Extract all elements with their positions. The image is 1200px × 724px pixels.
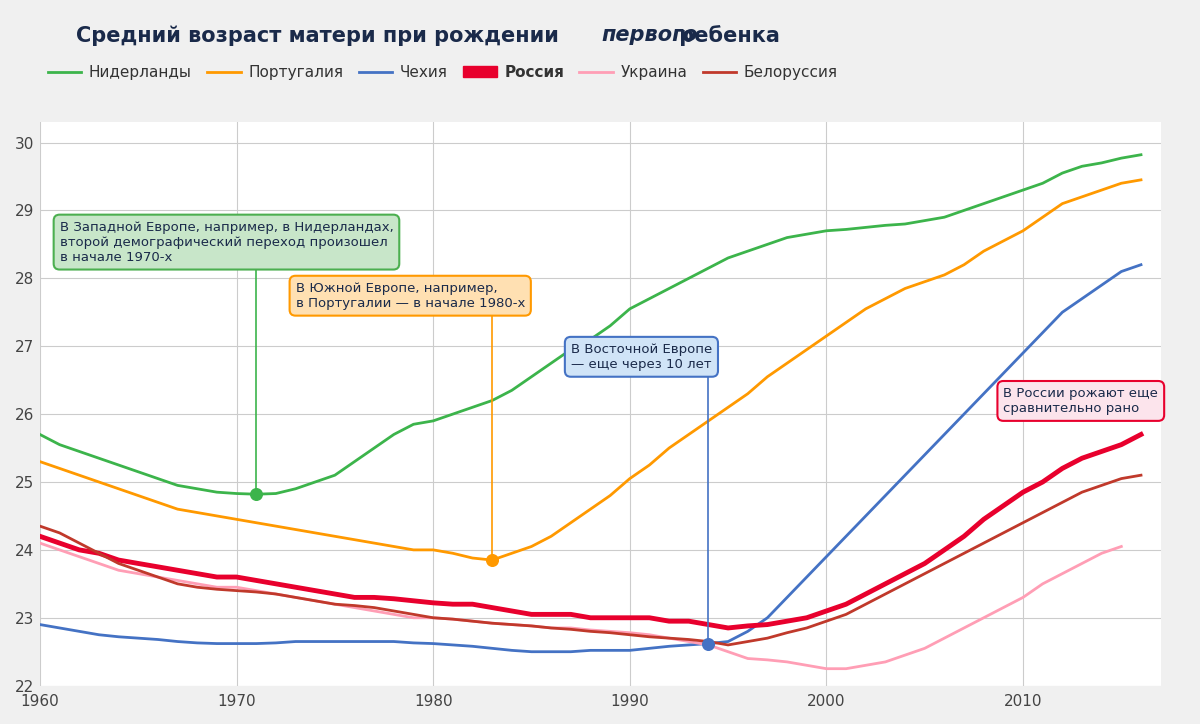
Text: В Западной Европе, например, в Нидерландах,
второй демографический переход произ: В Западной Европе, например, в Нидерланд… — [60, 221, 394, 264]
Point — [247, 488, 266, 500]
Point — [698, 638, 718, 649]
Text: В России рожают еще
сравнительно рано: В России рожают еще сравнительно рано — [1003, 387, 1158, 415]
Point — [482, 555, 502, 566]
Legend: Нидерланды, Португалия, Чехия, Россия, Украина, Белоруссия: Нидерланды, Португалия, Чехия, Россия, У… — [48, 65, 838, 80]
Text: Средний возраст матери при рождении: Средний возраст матери при рождении — [76, 25, 565, 46]
Text: В Южной Европе, например,
в Португалии — в начале 1980-х: В Южной Европе, например, в Португалии —… — [295, 282, 524, 310]
Text: первого: первого — [601, 25, 697, 46]
Text: В Восточной Европе
— еще через 10 лет: В Восточной Европе — еще через 10 лет — [571, 342, 712, 371]
Text: ребенка: ребенка — [672, 25, 780, 46]
